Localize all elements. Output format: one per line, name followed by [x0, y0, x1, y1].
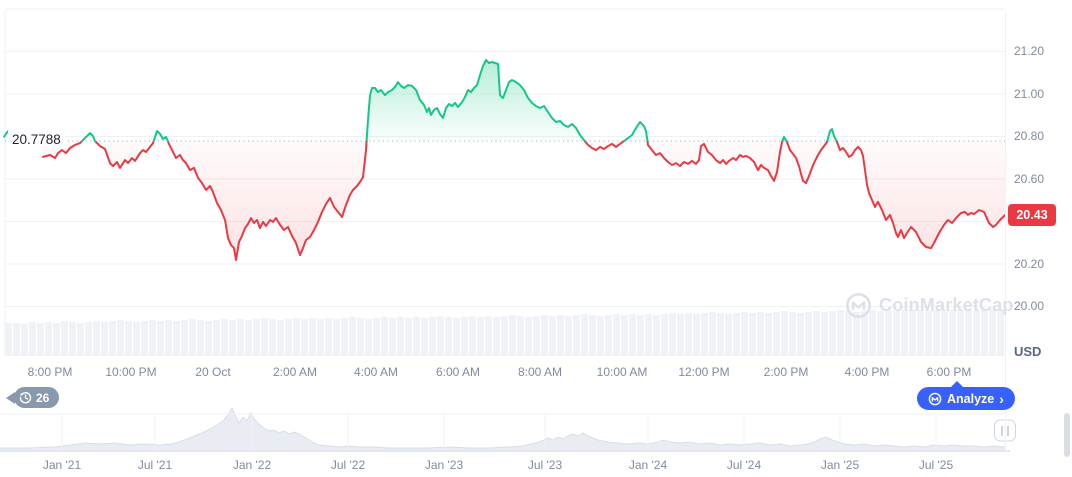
x-axis-label: 10:00 PM: [105, 365, 157, 379]
price-series[interactable]: [42, 59, 1006, 261]
x-axis-label: 12:00 PM: [678, 365, 730, 379]
x-axis-label: 6:00 PM: [926, 365, 972, 379]
analyze-label: Analyze: [947, 391, 995, 406]
watermark: CoinMarketCap: [845, 292, 1014, 319]
coinmarketcap-logo-icon: [928, 392, 942, 405]
y-axis-label: 21.00: [1014, 86, 1045, 101]
y-axis-label: 21.20: [1014, 44, 1045, 59]
baseline-price-label: 20.7788: [8, 131, 65, 148]
navigator-date-label: Jan '25: [820, 458, 860, 472]
x-axis-label: 8:00 AM: [517, 365, 563, 379]
history-clock-icon: [19, 392, 32, 404]
x-axis-label: 8:00 PM: [27, 365, 73, 379]
y-axis-label: 20.00: [1014, 299, 1045, 314]
chevron-right-icon: ›: [999, 390, 1004, 407]
history-badge-pointer: [6, 392, 15, 404]
navigator-date-label: Jul '22: [330, 458, 366, 472]
navigator-date-label: Jul '24: [726, 458, 762, 472]
navigator-date-label: Jan '23: [424, 458, 464, 472]
history-count: 26: [36, 390, 50, 405]
analyze-button[interactable]: Analyze ›: [917, 387, 1015, 410]
navigator-date-label: Jul '23: [527, 458, 563, 472]
currency-unit-label: USD: [1014, 344, 1042, 359]
navigator-date-label: Jul '25: [918, 458, 954, 472]
x-axis-label: 4:00 PM: [844, 365, 890, 379]
navigator-date-label: Jan '22: [232, 458, 272, 472]
watermark-text: CoinMarketCap: [879, 295, 1014, 315]
navigator-date-label: Jul '21: [137, 458, 173, 472]
y-axis-label: 20.20: [1014, 256, 1045, 271]
navigator-gridlines: [0, 413, 1005, 450]
navigator-date-label: Jan '21: [42, 458, 82, 472]
x-axis-label: 2:00 PM: [763, 365, 809, 379]
navigator-date-label: Jan '24: [628, 458, 668, 472]
scrollbar-thumb[interactable]: [1064, 413, 1070, 457]
analyze-pointer: [949, 381, 965, 389]
coinmarketcap-logo-icon: [846, 293, 871, 318]
last-price-badge: 20.43: [1008, 204, 1056, 226]
y-axis-label: 20.80: [1014, 129, 1045, 144]
history-badge[interactable]: 26: [14, 387, 60, 408]
x-axis-label: 6:00 AM: [435, 365, 481, 379]
x-axis-label: 20 Oct: [195, 365, 231, 379]
x-axis-label: 2:00 AM: [272, 365, 318, 379]
axis-divider: [1005, 10, 1006, 452]
volume-bars: [5, 309, 1004, 355]
y-axis-label: 20.60: [1014, 171, 1045, 186]
navigator-minichart[interactable]: [0, 406, 1010, 452]
x-axis-label: 10:00 AM: [596, 365, 648, 379]
x-axis-label: 4:00 AM: [353, 365, 399, 379]
